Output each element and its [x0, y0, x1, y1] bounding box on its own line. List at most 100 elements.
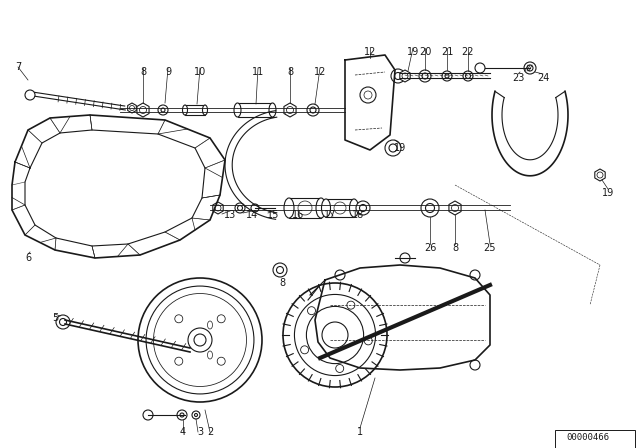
Circle shape [445, 74, 449, 78]
Text: 4: 4 [180, 427, 186, 437]
Circle shape [154, 293, 246, 387]
Circle shape [158, 105, 168, 115]
Circle shape [143, 410, 153, 420]
Circle shape [335, 360, 345, 370]
Circle shape [421, 199, 439, 217]
Text: 9: 9 [165, 67, 171, 77]
Polygon shape [449, 201, 461, 215]
Circle shape [60, 319, 67, 326]
Circle shape [396, 73, 401, 78]
Circle shape [129, 105, 134, 111]
Circle shape [470, 270, 480, 280]
Text: 12: 12 [314, 67, 326, 77]
Circle shape [322, 322, 348, 348]
Circle shape [400, 253, 410, 263]
Circle shape [527, 65, 533, 71]
Circle shape [276, 267, 284, 273]
Circle shape [273, 263, 287, 277]
Circle shape [180, 413, 184, 417]
Circle shape [140, 107, 147, 113]
Text: 14: 14 [246, 210, 258, 220]
Circle shape [283, 283, 387, 387]
Circle shape [177, 410, 187, 420]
Polygon shape [213, 202, 223, 214]
Polygon shape [137, 103, 149, 117]
Bar [555, 430, 635, 448]
Circle shape [524, 62, 536, 74]
Circle shape [194, 334, 206, 346]
Text: 12: 12 [364, 47, 376, 57]
Circle shape [356, 201, 370, 215]
Polygon shape [595, 169, 605, 181]
Bar [185, 105, 205, 115]
Text: 1: 1 [357, 427, 363, 437]
Circle shape [442, 71, 452, 81]
Text: 21: 21 [441, 47, 453, 57]
Text: 17: 17 [324, 210, 336, 220]
Circle shape [217, 315, 225, 323]
Circle shape [385, 140, 401, 156]
Circle shape [426, 203, 435, 212]
Text: 26: 26 [424, 243, 436, 253]
Text: 13: 13 [224, 210, 236, 220]
Text: 5: 5 [52, 313, 58, 323]
Bar [237, 103, 273, 117]
Text: 2: 2 [207, 427, 213, 437]
Circle shape [475, 63, 485, 73]
Circle shape [287, 107, 294, 113]
Text: 25: 25 [484, 243, 496, 253]
Polygon shape [400, 70, 410, 82]
Text: 19: 19 [602, 188, 614, 198]
Ellipse shape [316, 198, 326, 218]
Circle shape [217, 357, 225, 365]
Text: 8: 8 [452, 243, 458, 253]
Circle shape [422, 73, 428, 79]
Text: 19: 19 [394, 143, 406, 153]
Text: 15: 15 [267, 210, 279, 220]
Circle shape [298, 201, 312, 215]
Circle shape [336, 365, 344, 372]
Circle shape [360, 204, 367, 211]
Bar [289, 198, 321, 218]
Ellipse shape [234, 103, 241, 117]
Text: 3: 3 [197, 427, 203, 437]
Polygon shape [127, 103, 136, 113]
Circle shape [364, 91, 372, 99]
Text: 6: 6 [25, 253, 31, 263]
Circle shape [301, 346, 308, 354]
Circle shape [195, 414, 198, 417]
Text: 10: 10 [194, 67, 206, 77]
Circle shape [347, 301, 355, 309]
Ellipse shape [207, 321, 212, 329]
Circle shape [138, 278, 262, 402]
Circle shape [393, 71, 403, 81]
Circle shape [402, 73, 408, 79]
Text: 8: 8 [287, 67, 293, 77]
Circle shape [335, 270, 345, 280]
Circle shape [175, 315, 183, 323]
Circle shape [161, 108, 165, 112]
Circle shape [146, 286, 254, 394]
Text: 00000466: 00000466 [566, 432, 609, 441]
Text: 19: 19 [407, 47, 419, 57]
Circle shape [364, 337, 372, 345]
Circle shape [389, 144, 397, 152]
Text: 20: 20 [419, 47, 431, 57]
Text: 16: 16 [292, 210, 304, 220]
Circle shape [360, 87, 376, 103]
Circle shape [310, 107, 316, 113]
Circle shape [25, 90, 35, 100]
Circle shape [251, 204, 259, 212]
Circle shape [188, 328, 212, 352]
Ellipse shape [349, 199, 358, 217]
Text: 23: 23 [512, 73, 524, 83]
Ellipse shape [202, 105, 207, 115]
Circle shape [451, 204, 458, 211]
Circle shape [463, 71, 473, 81]
Ellipse shape [269, 103, 276, 117]
Text: 18: 18 [352, 210, 364, 220]
Circle shape [215, 205, 221, 211]
Ellipse shape [321, 199, 330, 217]
Circle shape [235, 203, 245, 213]
Text: 11: 11 [252, 67, 264, 77]
